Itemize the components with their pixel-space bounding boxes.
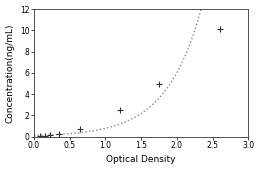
X-axis label: Optical Density: Optical Density — [106, 155, 176, 164]
Y-axis label: Concentration(ng/mL): Concentration(ng/mL) — [5, 23, 15, 123]
